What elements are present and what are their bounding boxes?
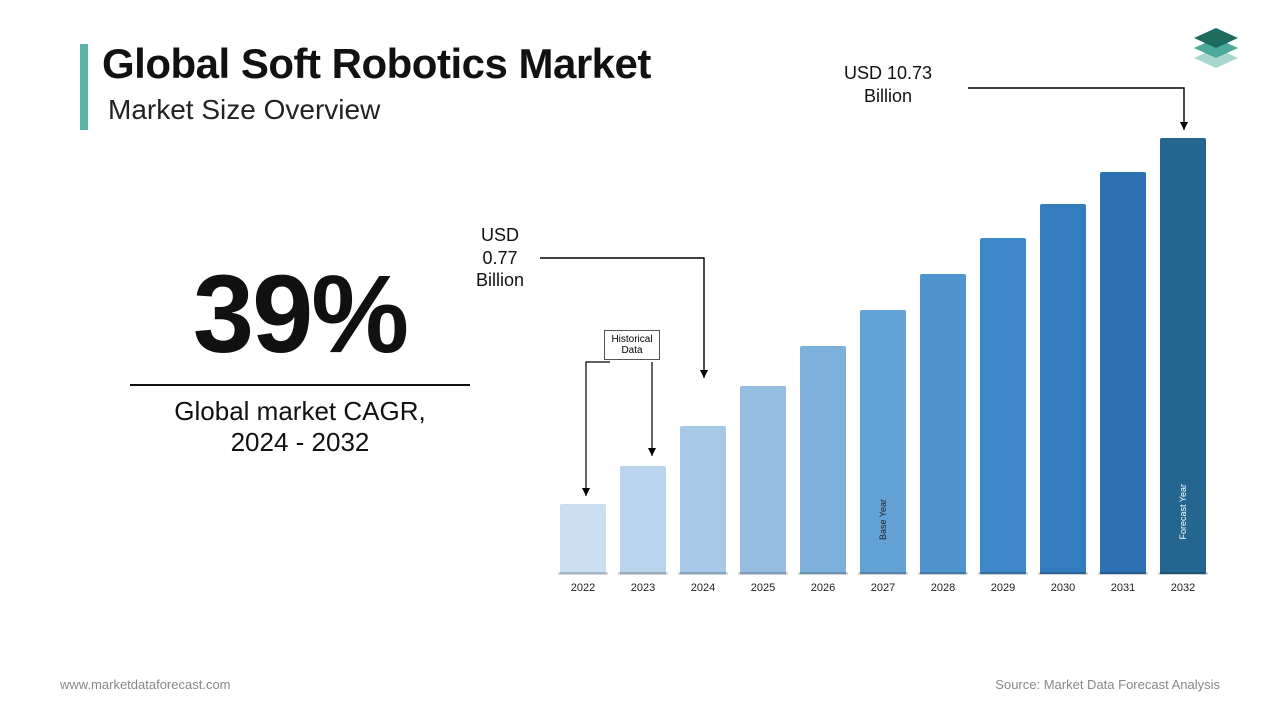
bar bbox=[740, 386, 786, 574]
callout-start-line1: USD bbox=[481, 225, 519, 245]
x-axis-label: 2028 bbox=[920, 582, 966, 594]
x-axis-label: 2023 bbox=[620, 582, 666, 594]
x-axis-labels: 2022 2023 2024 2025 2026 2027 2028 2029 2030 2031… bbox=[560, 574, 1220, 594]
footer-source: Source: Market Data Forecast Analysis bbox=[995, 677, 1220, 692]
x-axis-label: 2029 bbox=[980, 582, 1026, 594]
callout-start-value: USD 0.77 Billion bbox=[464, 224, 536, 292]
x-axis-label: 2026 bbox=[800, 582, 846, 594]
kpi-label-line2: 2024 - 2032 bbox=[130, 427, 470, 458]
bars-container: Base Year Forecast Year bbox=[560, 144, 1220, 574]
x-axis-label: 2022 bbox=[560, 582, 606, 594]
x-axis-label: 2027 bbox=[860, 582, 906, 594]
x-axis-label: 2031 bbox=[1100, 582, 1146, 594]
bar bbox=[920, 274, 966, 574]
page-title: Global Soft Robotics Market bbox=[102, 40, 651, 88]
header-accent bbox=[80, 44, 88, 130]
callout-start-line2: 0.77 bbox=[482, 248, 517, 268]
x-axis-label: 2032 bbox=[1160, 582, 1206, 594]
callout-start-line3: Billion bbox=[476, 270, 524, 290]
x-axis-label: 2030 bbox=[1040, 582, 1086, 594]
callout-end-line2: Billion bbox=[864, 86, 912, 106]
footer-url: www.marketdataforecast.com bbox=[60, 677, 231, 692]
forecast-year-label: Forecast Year bbox=[1178, 484, 1188, 540]
page: Global Soft Robotics Market Market Size … bbox=[0, 0, 1280, 720]
brand-logo-icon bbox=[1188, 20, 1244, 76]
bar bbox=[680, 426, 726, 574]
base-year-label: Base Year bbox=[878, 499, 888, 540]
bar bbox=[1040, 204, 1086, 574]
callout-end-line1: USD 10.73 bbox=[844, 63, 932, 83]
x-axis-label: 2024 bbox=[680, 582, 726, 594]
x-axis-label: 2025 bbox=[740, 582, 786, 594]
page-subtitle: Market Size Overview bbox=[108, 94, 380, 126]
kpi-value: 39% bbox=[130, 260, 470, 370]
bar bbox=[800, 346, 846, 574]
bar-chart: USD 10.73 Billion USD 0.77 Billion Histo… bbox=[560, 120, 1220, 600]
bar bbox=[620, 466, 666, 574]
kpi-label-line1: Global market CAGR, bbox=[130, 396, 470, 427]
kpi-block: 39% Global market CAGR, 2024 - 2032 bbox=[130, 260, 470, 458]
kpi-divider bbox=[130, 384, 470, 386]
callout-end-value: USD 10.73 Billion bbox=[808, 62, 968, 107]
bar bbox=[980, 238, 1026, 574]
bar bbox=[560, 504, 606, 574]
bar bbox=[1100, 172, 1146, 574]
